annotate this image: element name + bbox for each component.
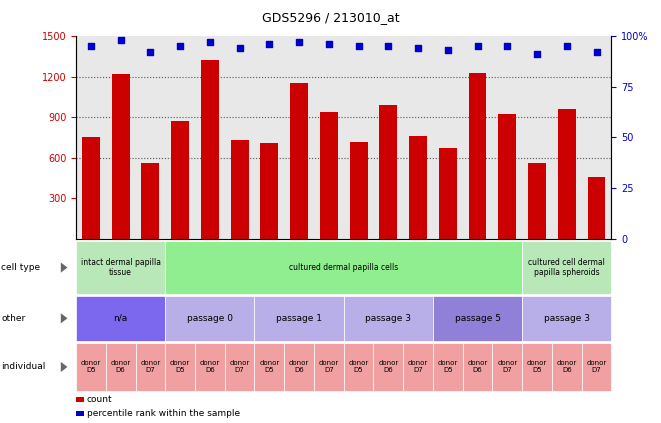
Bar (112, 74, 130, 239)
Text: donor
D6: donor D6 (467, 360, 488, 374)
Bar (82, 137, 100, 239)
Text: GDS5296 / 213010_at: GDS5296 / 213010_at (262, 11, 399, 24)
Text: donor
D7: donor D7 (586, 360, 607, 374)
Text: n/a: n/a (114, 314, 128, 323)
Bar (231, 140, 249, 239)
Text: other: other (1, 314, 26, 323)
Point (354, 43, 364, 49)
Text: passage 1: passage 1 (276, 314, 322, 323)
Point (502, 43, 513, 49)
Point (116, 37, 126, 44)
Text: count: count (87, 395, 112, 404)
Bar (201, 60, 219, 239)
Text: donor
D6: donor D6 (200, 360, 220, 374)
Text: donor
D6: donor D6 (110, 360, 131, 374)
Text: donor
D7: donor D7 (140, 360, 161, 374)
Bar (528, 163, 546, 239)
Text: donor
D7: donor D7 (408, 360, 428, 374)
Bar (588, 177, 605, 239)
Text: donor
D5: donor D5 (527, 360, 547, 374)
Text: individual: individual (1, 363, 46, 371)
Text: donor
D5: donor D5 (81, 360, 101, 374)
Bar (409, 136, 427, 239)
Text: intact dermal papilla
tissue: intact dermal papilla tissue (81, 258, 161, 277)
Bar (290, 83, 308, 239)
Text: donor
D7: donor D7 (319, 360, 339, 374)
Text: donor
D5: donor D5 (259, 360, 280, 374)
Text: passage 3: passage 3 (544, 314, 590, 323)
Point (383, 43, 394, 49)
Point (175, 43, 185, 49)
Text: passage 5: passage 5 (455, 314, 500, 323)
Bar (350, 142, 368, 239)
Text: percentile rank within the sample: percentile rank within the sample (87, 409, 240, 418)
Text: cell type: cell type (1, 263, 40, 272)
Point (264, 41, 275, 47)
Text: donor
D5: donor D5 (348, 360, 369, 374)
Point (443, 47, 453, 54)
Point (205, 38, 215, 45)
Text: cultured cell dermal
papilla spheroids: cultured cell dermal papilla spheroids (528, 258, 605, 277)
Bar (469, 72, 486, 239)
Point (235, 45, 245, 52)
Text: donor
D7: donor D7 (497, 360, 518, 374)
Point (592, 49, 602, 55)
Point (145, 49, 156, 55)
Text: passage 3: passage 3 (366, 314, 411, 323)
Text: donor
D5: donor D5 (170, 360, 190, 374)
Text: donor
D6: donor D6 (289, 360, 309, 374)
Bar (379, 105, 397, 239)
Bar (558, 109, 576, 239)
Point (294, 38, 305, 45)
Bar (439, 148, 457, 239)
Bar (260, 143, 278, 239)
Point (562, 43, 572, 49)
Bar (141, 163, 159, 239)
Text: donor
D5: donor D5 (438, 360, 458, 374)
Point (412, 45, 424, 52)
Text: donor
D6: donor D6 (378, 360, 399, 374)
Point (324, 41, 334, 47)
Bar (320, 112, 338, 239)
Text: donor
D7: donor D7 (229, 360, 250, 374)
Point (86, 43, 97, 49)
Bar (498, 115, 516, 239)
Point (532, 51, 543, 58)
Text: cultured dermal papilla cells: cultured dermal papilla cells (289, 263, 399, 272)
Point (473, 43, 483, 49)
Bar (171, 121, 189, 239)
Text: passage 0: passage 0 (187, 314, 233, 323)
Text: donor
D6: donor D6 (557, 360, 577, 374)
